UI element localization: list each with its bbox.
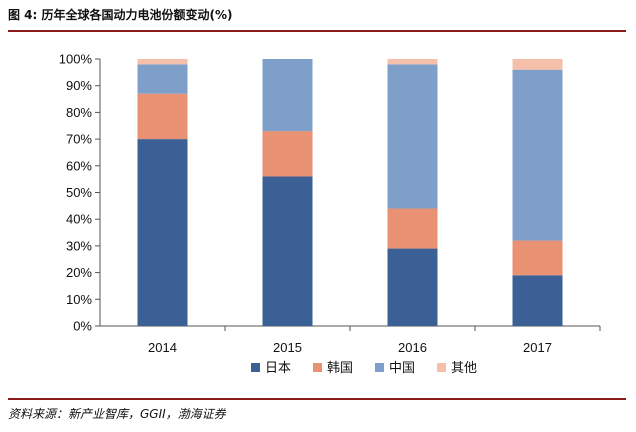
- bar-segment: [387, 248, 438, 326]
- bar-segment: [262, 176, 313, 326]
- source-note: 资料来源：新产业智库，GGII，渤海证券: [8, 407, 226, 421]
- top-rule: [8, 30, 626, 32]
- x-tick-label: 2014: [148, 340, 177, 355]
- stacked-bar-chart: 0% 10% 20% 30% 40% 50% 60% 70% 80% 90% 100% 2014 201…: [59, 52, 601, 376]
- chart-legend: 日本 韩国 中国 其他: [251, 361, 477, 376]
- chart-bars: [137, 59, 563, 326]
- bar-segment: [137, 93, 188, 140]
- y-tick-label: 100%: [59, 52, 93, 67]
- bar-segment: [137, 139, 188, 326]
- bar-segment: [387, 208, 438, 249]
- legend-item: 其他: [437, 361, 477, 376]
- bar-segment: [512, 275, 563, 326]
- y-tick-label: 70%: [66, 132, 92, 147]
- x-tick-label: 2015: [273, 340, 302, 355]
- legend-label: 韩国: [327, 361, 353, 376]
- legend-item: 韩国: [313, 361, 353, 376]
- bar-segment: [512, 240, 563, 276]
- y-tick-label: 60%: [66, 158, 92, 173]
- bar-segment: [137, 59, 188, 65]
- bar-segment: [262, 131, 313, 177]
- legend-label: 其他: [451, 361, 477, 376]
- y-tick-label: 0%: [73, 319, 92, 334]
- bar-segment: [512, 59, 563, 70]
- y-tick-label: 90%: [66, 78, 92, 93]
- y-tick-label: 20%: [66, 265, 92, 280]
- chart-axes: 0% 10% 20% 30% 40% 50% 60% 70% 80% 90% 100% 2014 201…: [59, 52, 601, 355]
- bar-segment: [512, 69, 563, 241]
- figure-title: 图 4: 历年全球各国动力电池份额变动(%): [8, 8, 233, 22]
- y-tick-label: 80%: [66, 105, 92, 120]
- y-tick-label: 30%: [66, 238, 92, 253]
- bar-segment: [137, 64, 188, 94]
- legend-label: 中国: [389, 361, 415, 376]
- y-tick-label: 40%: [66, 212, 92, 227]
- legend-swatch: [375, 363, 384, 372]
- bar-segment: [262, 59, 313, 132]
- x-tick-label: 2016: [398, 340, 427, 355]
- y-tick-label: 50%: [66, 185, 92, 200]
- x-tick-label: 2017: [523, 340, 552, 355]
- legend-swatch: [313, 363, 322, 372]
- legend-swatch: [437, 363, 446, 372]
- bar-segment: [387, 64, 438, 209]
- bottom-rule: [8, 398, 626, 400]
- legend-item: 日本: [251, 361, 291, 376]
- y-tick-label: 10%: [66, 292, 92, 307]
- legend-label: 日本: [265, 361, 291, 376]
- legend-item: 中国: [375, 361, 415, 376]
- bar-segment: [387, 59, 438, 65]
- legend-swatch: [251, 363, 260, 372]
